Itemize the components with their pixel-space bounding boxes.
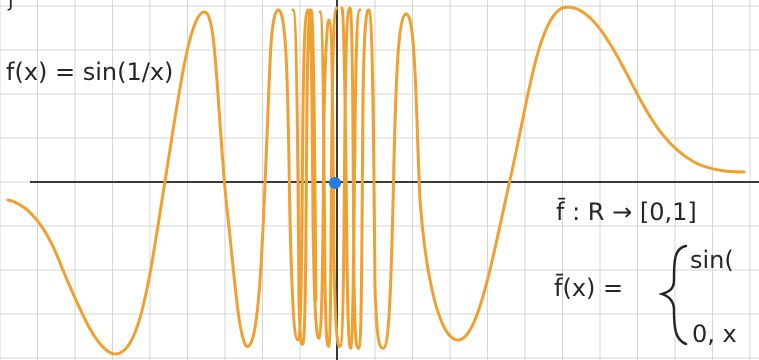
- piecewise-case-2: 0, x: [692, 320, 737, 348]
- top-left-fragment: j: [7, 0, 14, 11]
- piecewise-case-1: sin(: [690, 246, 734, 274]
- map-label: f̄ : R → [0,1]: [556, 197, 697, 226]
- curve-stroke-4: [340, 6, 362, 350]
- piecewise-brace: [658, 244, 688, 346]
- piecewise-lhs: f̄(x) =: [554, 273, 623, 302]
- curve-stroke-1: [291, 8, 318, 346]
- origin-point: [329, 177, 341, 189]
- curve-stroke-2: [318, 6, 339, 348]
- function-label: f(x) = sin(1/x): [6, 58, 173, 86]
- sin-inverse-curve: [6, 5, 746, 356]
- curve-stroke-3: [338, 5, 746, 350]
